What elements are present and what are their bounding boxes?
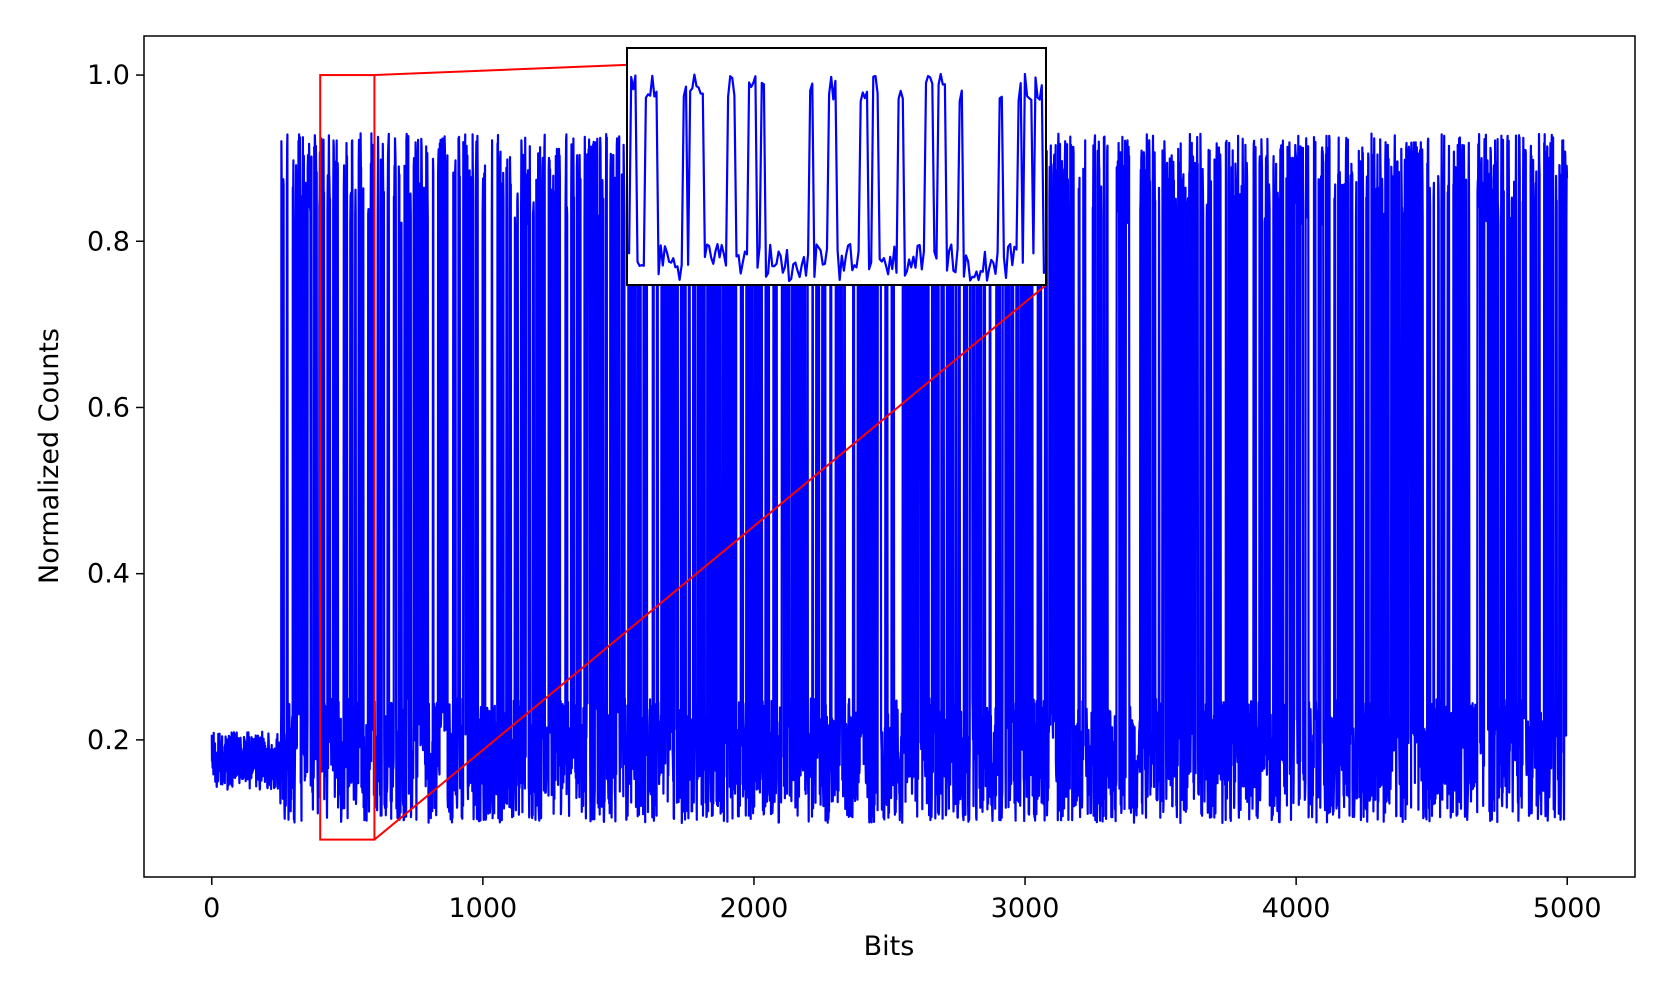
x-tick-label: 2000 <box>720 893 789 924</box>
y-tick-label: 0.8 <box>87 226 130 257</box>
plot-area-frame <box>143 35 1636 878</box>
zoom-connector-line <box>373 284 1047 841</box>
inset-series-line <box>626 72 1048 283</box>
inset-frame <box>626 47 1047 286</box>
y-tick-label: 0.2 <box>87 725 130 756</box>
x-tick-label: 3000 <box>991 893 1060 924</box>
y-tick-label: 1.0 <box>87 60 130 91</box>
x-tick-label: 0 <box>203 893 220 924</box>
y-tick-label: 0.6 <box>87 392 130 423</box>
x-axis-label: Bits <box>864 931 915 962</box>
zoom-highlight-box <box>319 74 376 841</box>
x-tick-label: 5000 <box>1533 893 1602 924</box>
y-axis-label: Normalized Counts <box>34 328 65 584</box>
x-tick-label: 1000 <box>449 893 518 924</box>
y-tick-label: 0.4 <box>87 559 130 590</box>
series-line <box>210 132 1569 825</box>
x-tick-label: 4000 <box>1262 893 1331 924</box>
